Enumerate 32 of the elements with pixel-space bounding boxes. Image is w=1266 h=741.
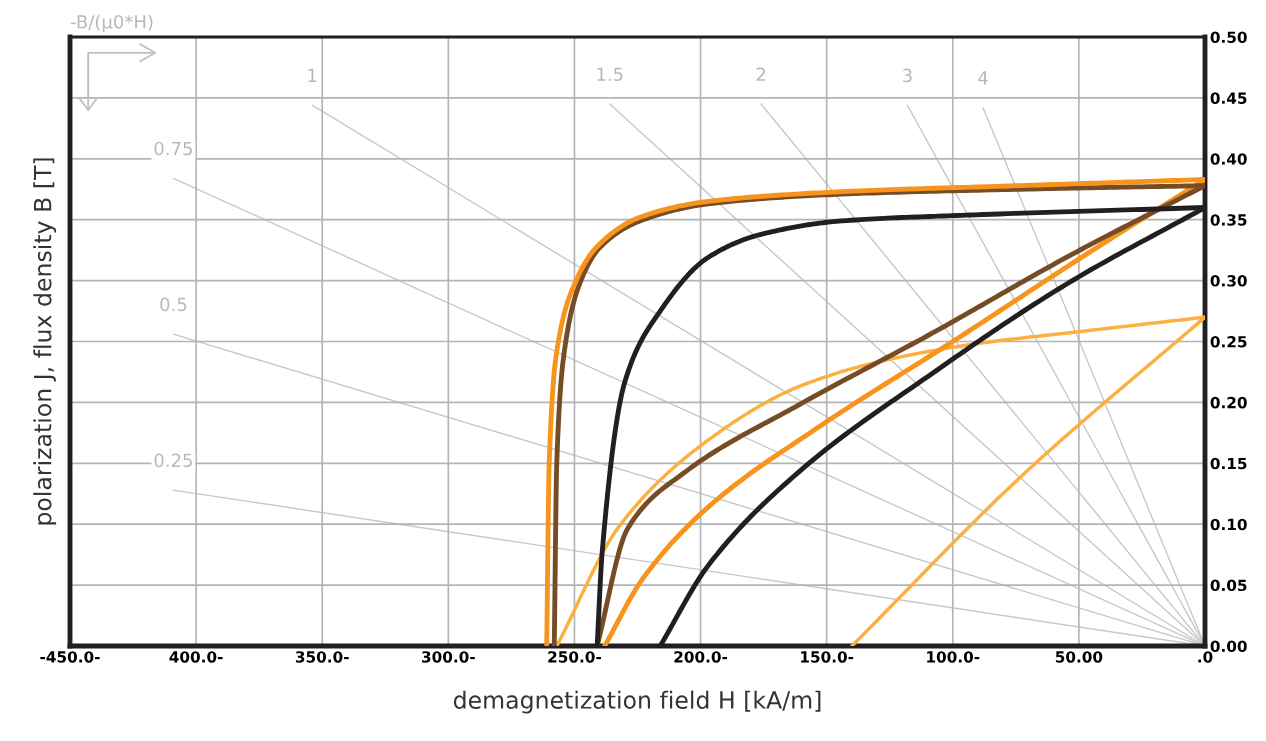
x-tick-label: 150.0- bbox=[801, 651, 854, 663]
y-tick-label: 0.30 bbox=[1210, 275, 1247, 287]
annotation: 3 bbox=[903, 68, 912, 83]
annotation: 4 bbox=[978, 71, 988, 85]
annotation: 1.5 bbox=[597, 67, 623, 82]
y-tick-label: 0.15 bbox=[1210, 457, 1247, 470]
y-tick-label: 0.10 bbox=[1210, 518, 1247, 531]
x-tick-label: .0 bbox=[1198, 651, 1213, 663]
y-axis-title: polarization J, flux density B [T] bbox=[33, 158, 57, 525]
x-tick-label: 250.0- bbox=[548, 651, 601, 663]
annotation: 0.25 bbox=[154, 453, 192, 468]
y-tick-label: 0.50 bbox=[1210, 31, 1247, 44]
x-tick-label: 300.0- bbox=[422, 651, 475, 663]
y-tick-label: 0.20 bbox=[1210, 396, 1247, 409]
x-tick-label: 50.00 bbox=[1055, 651, 1103, 663]
text: -B/(μ0*H) bbox=[70, 14, 153, 33]
annotation: 1 bbox=[308, 68, 317, 83]
y-tick-label: 0.25 bbox=[1210, 335, 1247, 348]
annotation: 0.75 bbox=[154, 141, 192, 156]
x-tick-label: -450.0- bbox=[40, 651, 100, 663]
x-tick-label: 100.0- bbox=[927, 651, 980, 663]
y-tick-label: 0.35 bbox=[1210, 214, 1247, 226]
y-tick-label: 0.00 bbox=[1210, 640, 1247, 653]
y-tick-label: 0.40 bbox=[1210, 153, 1247, 165]
x-tick-label: 200.0- bbox=[674, 651, 728, 663]
x-tick-label: 350.0- bbox=[295, 651, 349, 663]
x-tick-label: 400.0- bbox=[169, 651, 223, 663]
y-tick-label: 0.05 bbox=[1210, 579, 1247, 592]
annotation: 0.5 bbox=[160, 297, 187, 312]
annotation: 2 bbox=[756, 67, 766, 81]
y-tick-label: 0.45 bbox=[1210, 92, 1247, 104]
x-axis-title: demagnetization field H [kA/m] bbox=[453, 690, 821, 714]
